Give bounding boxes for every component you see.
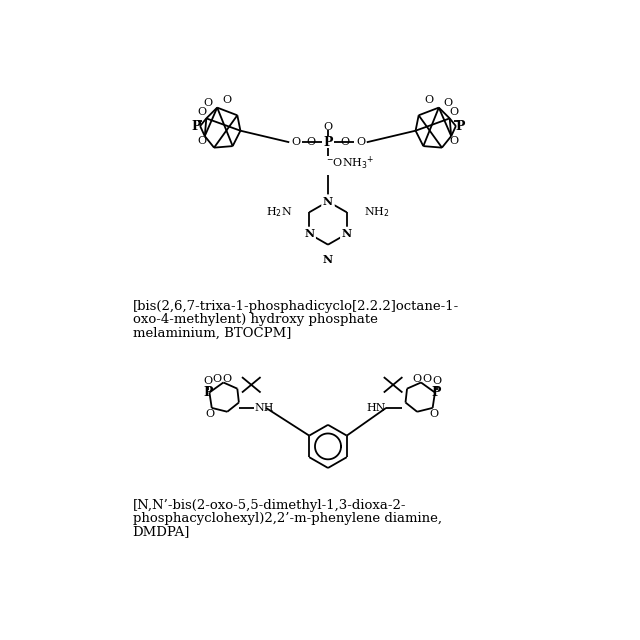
Text: HN: HN <box>367 403 386 413</box>
Text: N: N <box>342 228 352 239</box>
Text: O: O <box>291 137 300 147</box>
Text: N: N <box>323 254 333 265</box>
Text: [N,N’-bis(2-oxo-5,5-dimethyl-1,3-dioxa-2-: [N,N’-bis(2-oxo-5,5-dimethyl-1,3-dioxa-2… <box>132 499 406 512</box>
Text: O: O <box>204 98 212 108</box>
Text: P: P <box>323 136 333 148</box>
Text: O: O <box>422 374 432 383</box>
Text: P: P <box>455 120 465 132</box>
Text: O: O <box>424 95 433 105</box>
Text: O: O <box>450 108 459 117</box>
Text: H$_2$N: H$_2$N <box>266 205 292 220</box>
Text: O: O <box>323 122 333 132</box>
Text: O: O <box>205 409 215 419</box>
Text: melaminium, BTOCPM]: melaminium, BTOCPM] <box>132 326 291 339</box>
Text: $^{-}$ONH$_3$$^{+}$: $^{-}$ONH$_3$$^{+}$ <box>326 154 375 172</box>
Text: NH$_2$: NH$_2$ <box>364 205 390 220</box>
Text: O: O <box>413 374 422 383</box>
Text: O: O <box>450 136 459 147</box>
Text: O: O <box>212 374 221 383</box>
Text: O: O <box>223 374 232 383</box>
Text: O: O <box>307 137 316 147</box>
Text: O: O <box>197 136 206 147</box>
Text: O: O <box>204 376 212 386</box>
Text: O: O <box>356 137 365 147</box>
Text: P: P <box>432 386 441 399</box>
Text: DMDPA]: DMDPA] <box>132 525 190 538</box>
Text: N: N <box>323 196 333 207</box>
Text: N: N <box>304 228 314 239</box>
Text: O: O <box>429 409 439 419</box>
Text: P: P <box>191 120 201 132</box>
Text: O: O <box>340 137 349 147</box>
Text: O: O <box>444 98 452 108</box>
Text: phosphacyclohexyl)2,2’-m-phenylene diamine,: phosphacyclohexyl)2,2’-m-phenylene diami… <box>132 512 442 525</box>
Text: O: O <box>223 95 232 105</box>
Text: P: P <box>203 386 212 399</box>
Text: O: O <box>197 108 206 117</box>
Text: oxo-4-methylent) hydroxy phosphate: oxo-4-methylent) hydroxy phosphate <box>132 313 378 326</box>
Text: [bis(2,6,7-trixa-1-phosphadicyclo[2.2.2]octane-1-: [bis(2,6,7-trixa-1-phosphadicyclo[2.2.2]… <box>132 300 459 313</box>
Text: NH: NH <box>254 403 274 413</box>
Text: O: O <box>432 376 441 386</box>
